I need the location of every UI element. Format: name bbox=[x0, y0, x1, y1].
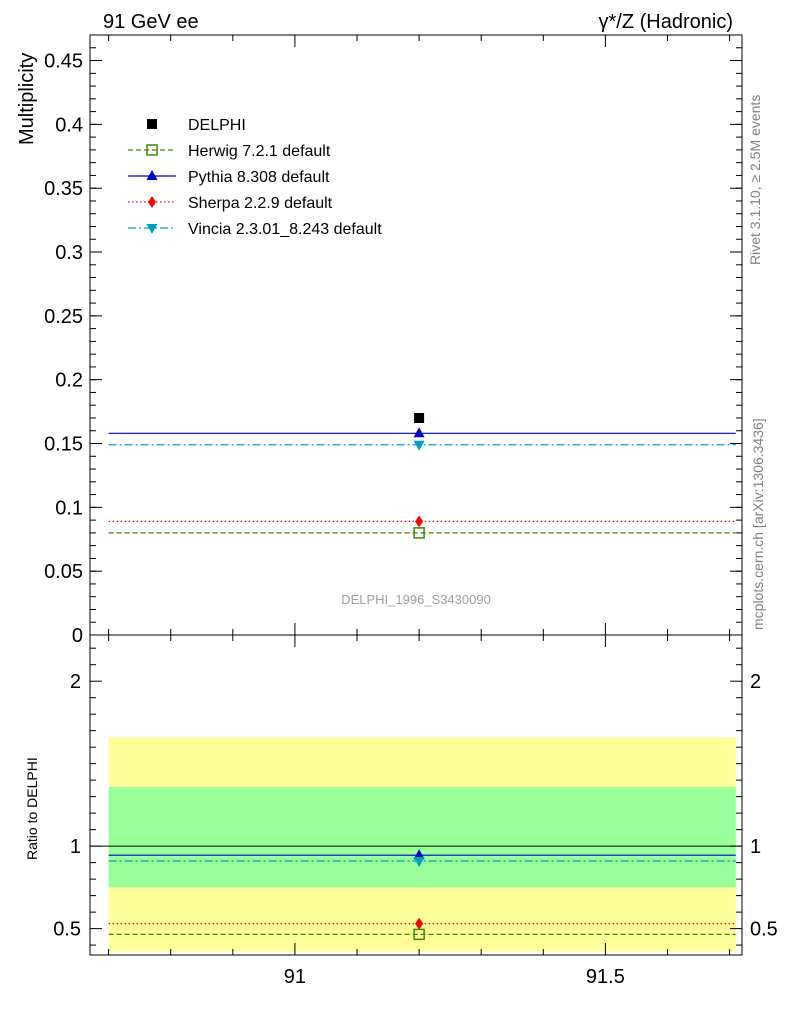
legend-label-pythia: Pythia 8.308 default bbox=[188, 169, 330, 186]
rivet-version-label: Rivet 3.1.10, ≥ 2.5M events bbox=[747, 95, 763, 265]
legend-marker-data bbox=[147, 119, 157, 129]
main-ytick-label: 0.05 bbox=[44, 561, 83, 583]
legend-marker-pythia bbox=[146, 170, 158, 180]
main-ytick-label: 0.4 bbox=[55, 114, 83, 136]
ratio-ytick-label: 2 bbox=[70, 671, 81, 693]
ratio-panel: 0.5 0.5 1 1 2 2 91 91.5 bbox=[53, 634, 778, 988]
legend-label-sherpa: Sherpa 2.2.9 default bbox=[188, 195, 333, 212]
ratio-band-inner bbox=[108, 786, 736, 888]
legend-marker-vincia bbox=[146, 224, 158, 234]
main-ytick-label: 0.35 bbox=[44, 178, 83, 200]
x-tick-label: 91.5 bbox=[586, 966, 625, 988]
ratio-ytick-label-right: 1 bbox=[750, 836, 761, 858]
main-ytick-label: 0 bbox=[72, 625, 83, 647]
header-right-label: γ*/Z (Hadronic) bbox=[599, 11, 733, 33]
header-left-label: 91 GeV ee bbox=[103, 11, 199, 33]
main-point-herwig bbox=[413, 527, 425, 539]
legend-label-data: DELPHI bbox=[188, 117, 246, 134]
main-ytick-label: 0.45 bbox=[44, 51, 83, 73]
main-ytick-label: 0.3 bbox=[55, 242, 83, 264]
ratio-ytick-label-right: 0.5 bbox=[750, 919, 778, 941]
ratio-point-vincia bbox=[413, 856, 425, 867]
x-tick-label: 91 bbox=[284, 966, 306, 988]
main-ytick-label: 0.1 bbox=[55, 497, 83, 519]
main-y-axis-label: Multiplicity bbox=[16, 53, 38, 145]
legend-label-vincia: Vincia 2.3.01_8.243 default bbox=[188, 221, 382, 238]
legend-marker-herwig bbox=[146, 144, 158, 156]
ratio-y-axis-label: Ratio to DELPHI bbox=[24, 757, 40, 860]
analysis-watermark: DELPHI_1996_S3430090 bbox=[341, 592, 491, 607]
mcplots-label: mcplots.cern.ch [arXiv:1306.3436] bbox=[750, 418, 766, 630]
main-point-vincia bbox=[413, 440, 425, 451]
main-ytick-label: 0.25 bbox=[44, 306, 83, 328]
ratio-ytick-label-right: 2 bbox=[750, 671, 761, 693]
ratio-point-pythia bbox=[413, 849, 425, 860]
ratio-point-sherpa bbox=[415, 917, 424, 930]
legend-label-herwig: Herwig 7.2.1 default bbox=[188, 143, 331, 160]
ratio-ytick-label: 1 bbox=[70, 836, 81, 858]
main-point-data bbox=[414, 412, 425, 423]
ratio-ytick-label: 0.5 bbox=[53, 919, 81, 941]
main-point-sherpa bbox=[415, 515, 424, 528]
legend: DELPHI Herwig 7.2.1 default Pythia 8.308 d… bbox=[128, 117, 382, 238]
legend-marker-sherpa bbox=[148, 196, 156, 208]
main-ytick-label: 0.15 bbox=[44, 434, 83, 456]
ratio-frame bbox=[89, 634, 743, 956]
main-ytick-label: 0.2 bbox=[55, 370, 83, 392]
main-panel: 0 0.05 0.1 0.15 0.2 0.25 0.3 0.35 0.4 0.45 bbox=[44, 34, 743, 647]
main-point-pythia bbox=[413, 427, 425, 438]
